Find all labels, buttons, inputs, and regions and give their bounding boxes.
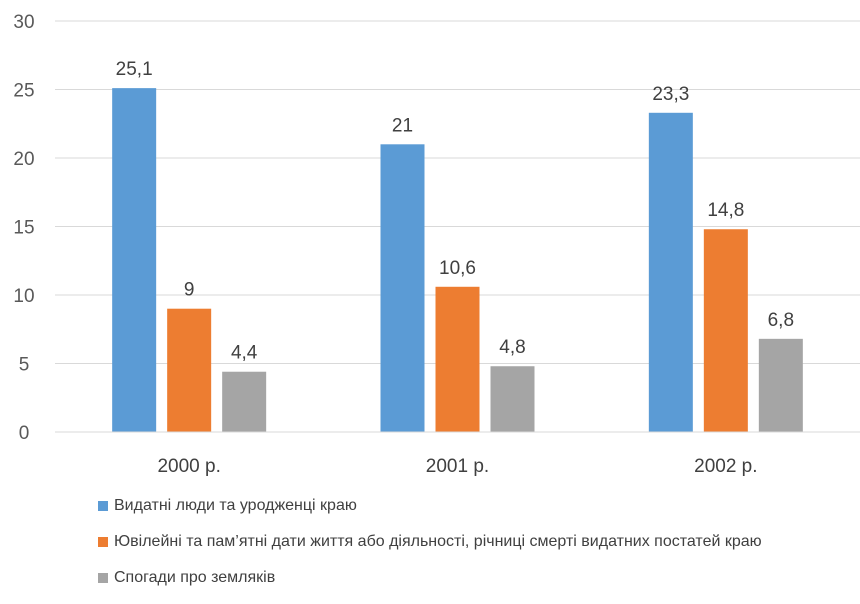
x-category-label: 2000 р.	[157, 456, 220, 477]
bar-series-3	[490, 366, 535, 432]
data-labels: 25,1 9 4,4 21 10,6 4,8 23,3 14,8 6,8	[116, 59, 794, 364]
bar-series-1	[380, 144, 425, 433]
data-label: 4,8	[499, 337, 525, 358]
data-label: 4,4	[231, 343, 258, 364]
y-tick-label: 15	[13, 218, 34, 239]
y-tick-label: 25	[13, 81, 34, 102]
legend-swatch-series-2	[98, 537, 108, 547]
x-category-label: 2001 р.	[426, 456, 489, 477]
bar-series-2	[703, 229, 748, 432]
legend-label: Ювілейні та пам’ятні дати життя або діял…	[114, 533, 762, 550]
legend-swatch-series-1	[98, 501, 108, 511]
bar-series-2	[167, 308, 212, 432]
bar-series-2	[435, 286, 480, 432]
data-label: 10,6	[439, 258, 476, 279]
bar-chart: 0 5 10 15 20 25 30 25,1 9 4,4 21 10,6 4,8 23,3 14,8 6,…	[13, 12, 860, 477]
bar-series-1	[648, 112, 693, 432]
data-label: 6,8	[768, 310, 794, 331]
x-category-label: 2002 р.	[694, 456, 757, 477]
bar-series-3	[222, 371, 267, 432]
y-tick-label: 30	[13, 12, 34, 33]
bar-series-1	[112, 88, 157, 432]
data-label: 14,8	[707, 200, 744, 221]
legend-item: Спогади про земляків	[98, 568, 762, 588]
data-label: 25,1	[116, 59, 153, 80]
bar-series-3	[758, 338, 803, 432]
y-axis-ticks: 0 5 10 15 20 25 30	[13, 12, 34, 444]
legend-label: Спогади про земляків	[114, 569, 276, 586]
x-axis-categories: 2000 р. 2001 р. 2002 р.	[157, 456, 757, 477]
y-tick-label: 10	[13, 286, 34, 307]
data-label: 9	[184, 280, 195, 301]
y-tick-label: 20	[13, 149, 34, 170]
bars	[112, 88, 803, 433]
legend-item: Видатні люди та уродженці краю	[98, 496, 762, 516]
legend-item: Ювілейні та пам’ятні дати життя або діял…	[98, 532, 762, 552]
legend-label: Видатні люди та уродженці краю	[114, 497, 357, 514]
data-label: 21	[392, 115, 413, 136]
data-label: 23,3	[652, 84, 689, 105]
legend: Видатні люди та уродженці краю Ювілейні …	[98, 496, 762, 604]
y-tick-label: 5	[19, 355, 30, 376]
legend-swatch-series-3	[98, 573, 108, 583]
y-tick-label: 0	[19, 423, 30, 444]
